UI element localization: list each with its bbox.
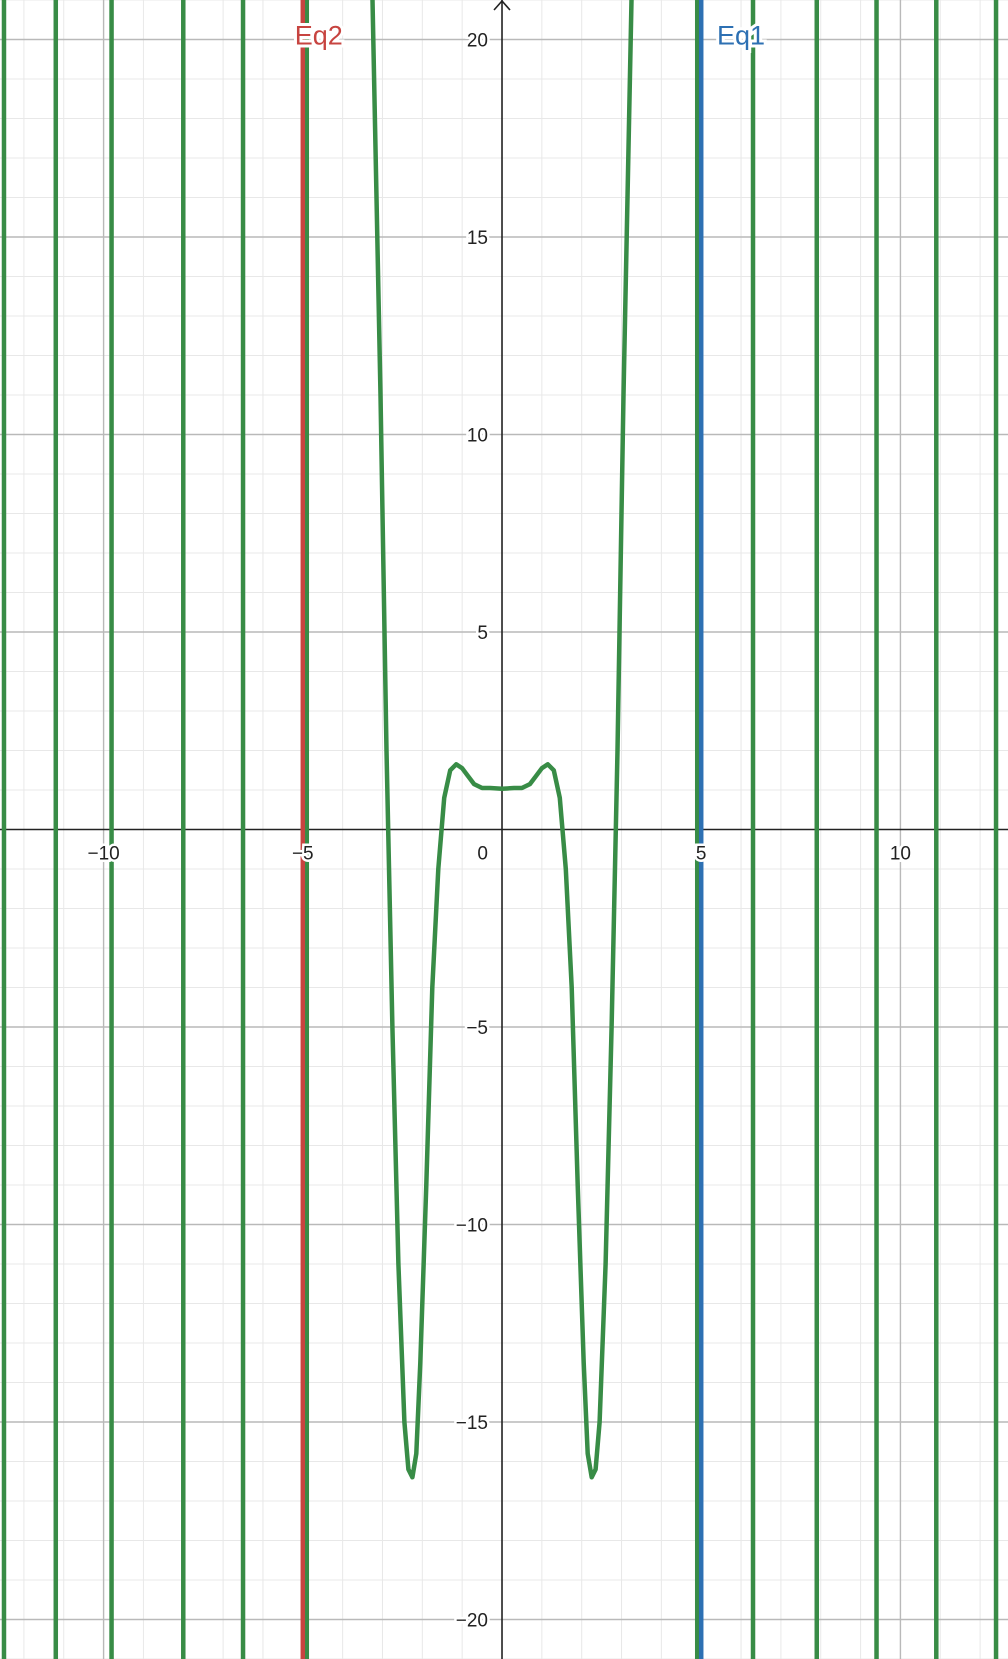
y-tick-label: 10 bbox=[467, 426, 488, 447]
x-tick-label: −5 bbox=[292, 844, 314, 865]
eq1-label: Eq1 bbox=[717, 21, 765, 51]
equation-labels: Eq1 Eq2 bbox=[292, 18, 768, 54]
x-tick-label: −10 bbox=[87, 844, 119, 865]
green-curve-center bbox=[370, 0, 634, 1480]
y-tick-label: −15 bbox=[456, 1413, 488, 1434]
y-tick-label: −5 bbox=[466, 1018, 488, 1039]
x-tick-label: 0 bbox=[477, 844, 488, 865]
y-tick-label: 20 bbox=[467, 31, 488, 52]
tick-labels: −10 −5 0 5 10 20 15 10 5 −5 −10 −15 −20 bbox=[85, 28, 914, 1634]
y-tick-label: 5 bbox=[477, 623, 488, 644]
x-tick-label: 10 bbox=[890, 844, 911, 865]
x-tick-label: 5 bbox=[696, 844, 707, 865]
y-tick-label: −10 bbox=[456, 1216, 488, 1237]
y-tick-label: −20 bbox=[456, 1611, 488, 1632]
eq2-label: Eq2 bbox=[295, 21, 343, 51]
y-axis-arrow-icon bbox=[493, 0, 511, 11]
y-tick-label: 15 bbox=[467, 228, 488, 249]
